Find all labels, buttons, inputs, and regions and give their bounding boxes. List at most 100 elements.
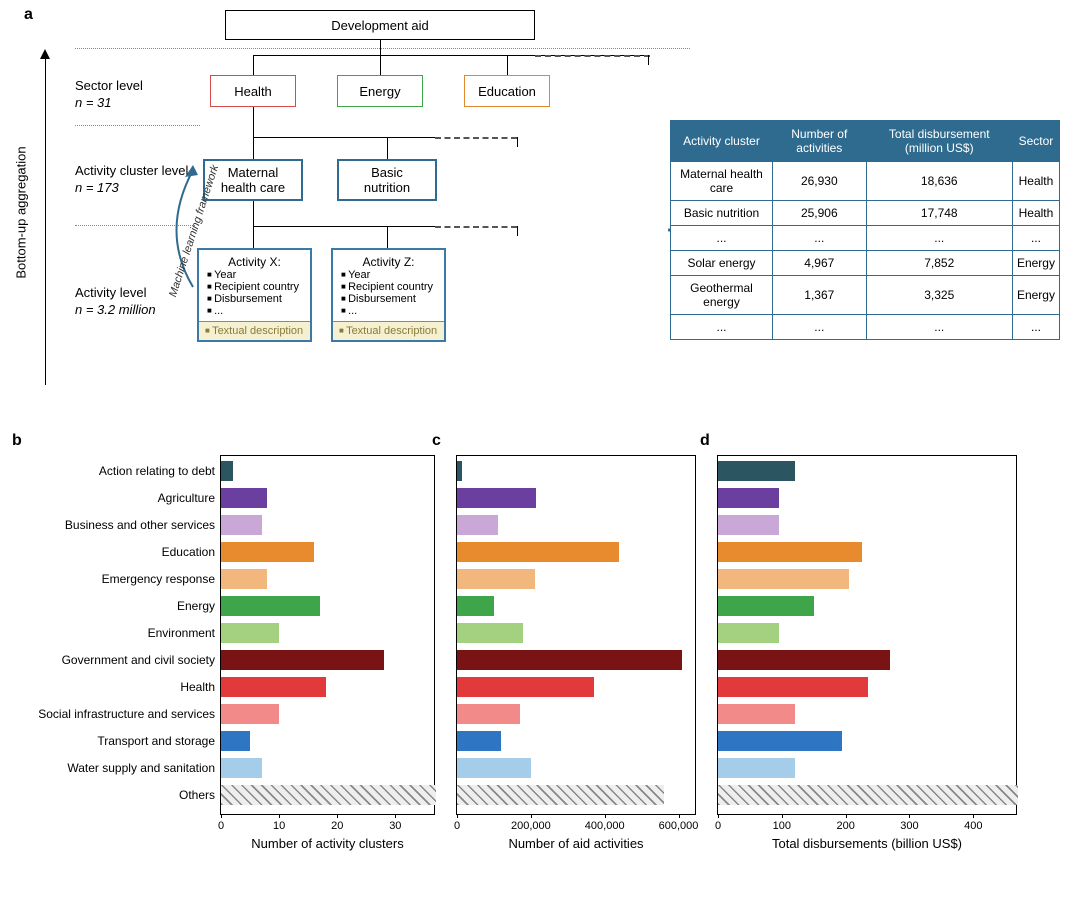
sector-education: Education [464,75,550,107]
figure: a Bottom-up aggregation Development aid … [0,0,1080,898]
x-tick: 200 [836,820,854,832]
bar [718,488,779,508]
category-label: Energy [177,596,215,616]
bar [221,488,267,508]
bar [457,596,494,616]
bar [718,704,795,724]
bar [221,704,279,724]
table-header: Activity cluster [671,121,773,162]
x-tick: 0 [715,820,721,832]
x-tick: 400,000 [585,820,625,832]
table-header: Total disbursement (million US$) [866,121,1012,162]
x-axis-label: Number of activity clusters [221,836,434,851]
bar [457,785,664,805]
table-row: Solar energy4,9677,852Energy [671,251,1060,276]
bar [457,569,535,589]
bar [221,650,384,670]
category-label: Education [162,542,215,562]
bar [221,731,250,751]
category-label: Environment [148,623,215,643]
bar [457,677,594,697]
x-tick: 300 [900,820,918,832]
bar [221,677,326,697]
bar [221,785,436,805]
x-tick: 100 [773,820,791,832]
x-axis-label: Total disbursements (billion US$) [718,836,1016,851]
category-label: Social infrastructure and services [38,704,215,724]
table-row: ............ [671,315,1060,340]
activity-x: Activity X: Year Recipient country Disbu… [197,248,312,342]
bar [457,461,462,481]
x-tick: 20 [331,820,343,832]
panel-d-label: d [700,432,710,450]
aggregation-arrow [35,45,55,385]
x-tick: 30 [389,820,401,832]
bar [718,569,849,589]
bar [221,542,314,562]
x-tick: 0 [454,820,460,832]
activity-z-title: Activity Z: [339,255,438,269]
bar [718,596,814,616]
charts-row: b c d Action relating to debtAgriculture… [20,435,1060,880]
bar [718,623,779,643]
category-label: Business and other services [65,515,215,535]
panel-c-label: c [432,432,441,450]
activity-z-desc: Textual description [333,321,444,340]
table-row: Basic nutrition25,90617,748Health [671,201,1060,226]
x-tick: 0 [218,820,224,832]
bar [457,488,536,508]
activity-z: Activity Z: Year Recipient country Disbu… [331,248,446,342]
sector-health: Health [210,75,296,107]
x-axis-label: Number of aid activities [457,836,695,851]
activity-x-desc: Textual description [199,321,310,340]
hierarchy-tree: Development aid Health Energy Education … [75,10,690,405]
category-label: Emergency response [102,569,215,589]
category-label: Water supply and sanitation [67,758,215,778]
bar [221,623,279,643]
bar [221,596,320,616]
sector-energy: Energy [337,75,423,107]
category-label: Government and civil society [62,650,215,670]
category-label: Health [180,677,215,697]
bar [718,677,868,697]
bar [718,758,795,778]
aggregation-axis-label: Bottom-up aggregation [14,146,29,278]
table-row: Maternal health care26,93018,636Health [671,162,1060,201]
cluster-nutrition: Basic nutrition [337,159,437,201]
category-label: Others [179,785,215,805]
bar [718,785,1018,805]
x-tick: 200,000 [511,820,551,832]
bar [457,650,682,670]
table-header: Sector [1012,121,1059,162]
table-row: ............ [671,226,1060,251]
bar [457,704,520,724]
bar [718,650,890,670]
root-box: Development aid [225,10,535,40]
bar [718,515,779,535]
x-tick: 600,000 [659,820,699,832]
cluster-table: Activity clusterNumber of activitiesTota… [670,120,1060,340]
bar [718,542,862,562]
bar [221,569,267,589]
activity-x-title: Activity X: [205,255,304,269]
table-row: Geothermal energy1,3673,325Energy [671,276,1060,315]
bar [718,461,795,481]
category-label: Agriculture [158,488,215,508]
bar [457,542,619,562]
bar [457,623,523,643]
category-label: Action relating to debt [99,461,215,481]
x-tick: 10 [273,820,285,832]
table-header: Number of activities [773,121,867,162]
panel-b-label: b [12,432,22,450]
panel-a: Bottom-up aggregation Development aid He… [30,10,1060,410]
level-activity: Activity level n = 3.2 million [75,285,156,319]
bar [457,731,501,751]
bar [221,461,233,481]
bar [221,758,262,778]
bar [221,515,262,535]
bar [457,515,498,535]
bar [718,731,842,751]
bar [457,758,531,778]
level-sector: Sector level n = 31 [75,78,143,112]
x-tick: 400 [964,820,982,832]
